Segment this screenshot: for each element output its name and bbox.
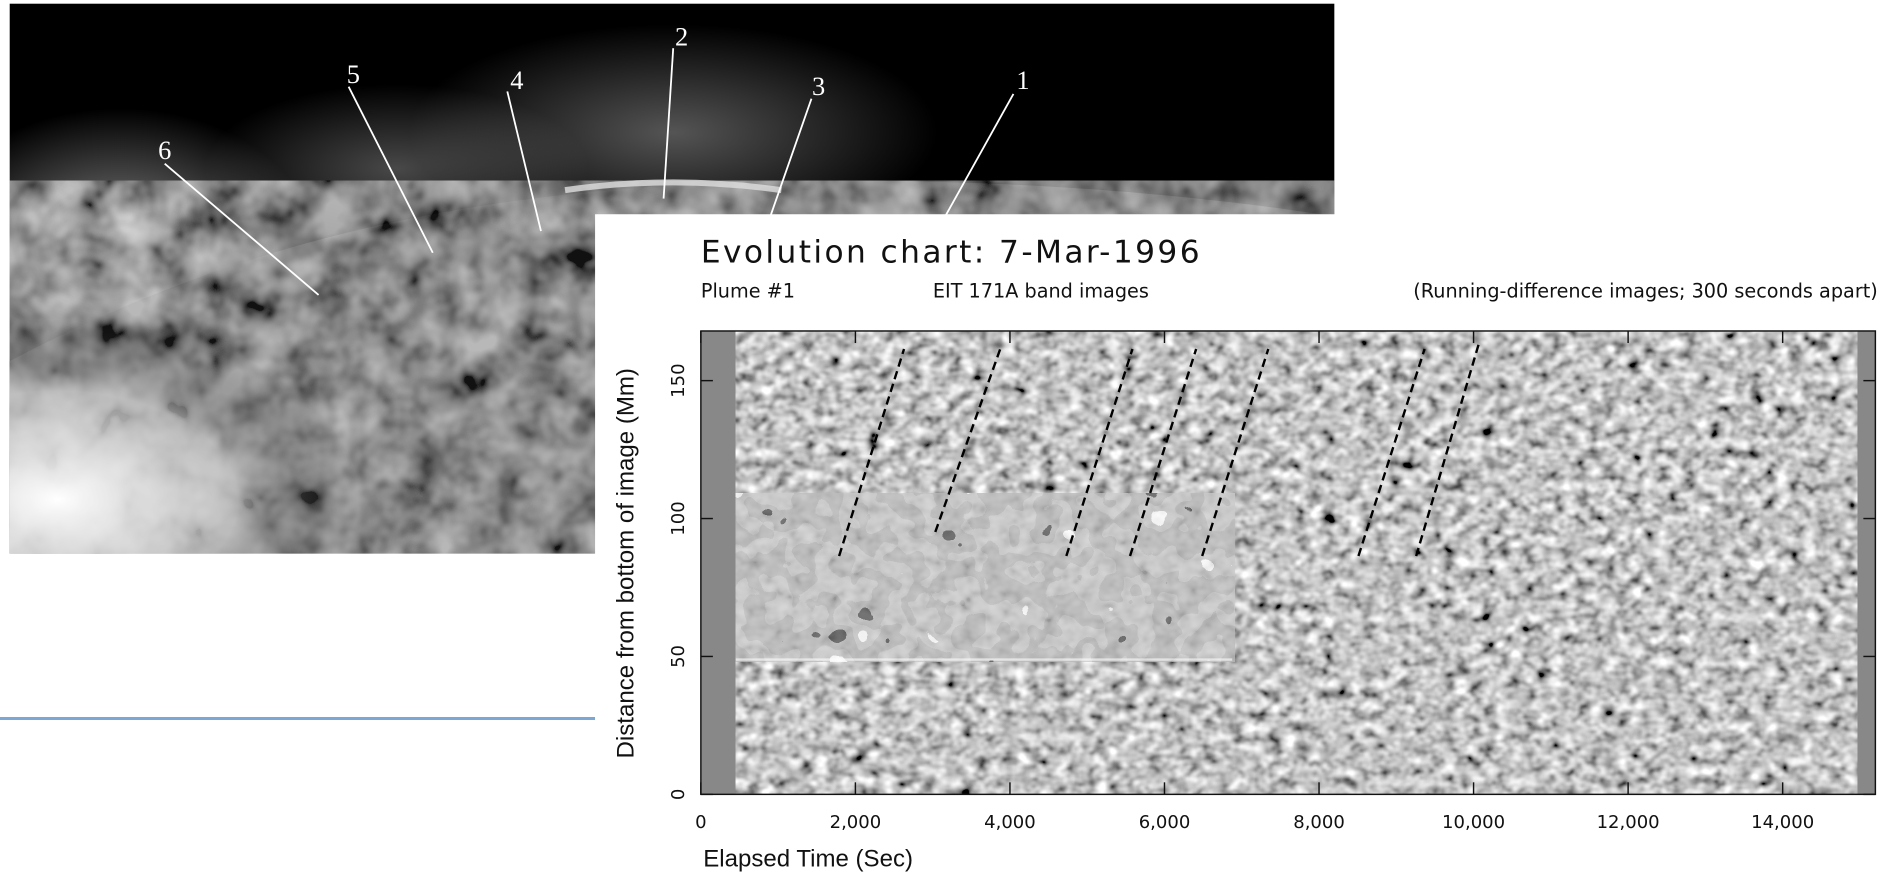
x-tick-label: 10,000	[1442, 812, 1505, 833]
chart-subtitle: (Running-difference images; 300 seconds …	[1413, 279, 1877, 302]
plot-image	[700, 330, 1876, 795]
image-label: 3	[812, 71, 825, 101]
y-tick-label: 50	[668, 645, 689, 668]
image-label: 4	[510, 65, 523, 95]
chart-subtitle: Plume #1	[701, 279, 795, 302]
image-label: 2	[675, 22, 688, 52]
image-label: 5	[347, 59, 360, 89]
x-axis-label: Elapsed Time (Sec)	[703, 846, 913, 873]
x-tick-label: 8,000	[1293, 812, 1345, 833]
chart-subtitle: EIT 171A band images	[933, 279, 1149, 302]
x-tick-label: 12,000	[1597, 812, 1660, 833]
y-tick-label: 150	[668, 363, 689, 397]
x-tick-label: 4,000	[984, 812, 1036, 833]
y-tick-label: 0	[668, 789, 689, 800]
axes: 0 2,000 4,000 6,000 8,000 10,000 12,000 14,000 0…	[668, 330, 1876, 833]
x-tick-label: 6,000	[1139, 812, 1191, 833]
x-tick-label: 0	[695, 812, 706, 833]
chart-title: Evolution chart: 7-Mar-1996	[701, 234, 1202, 270]
x-tick-label: 2,000	[830, 812, 882, 833]
y-axis-label: Distance from bottom of image (Mm)	[613, 368, 640, 758]
x-tick-label: 14,000	[1751, 812, 1814, 833]
y-tick-label: 100	[668, 501, 689, 535]
plot-frame	[700, 330, 1877, 796]
image-label: 6	[158, 135, 171, 165]
image-label: 1	[1016, 65, 1029, 95]
